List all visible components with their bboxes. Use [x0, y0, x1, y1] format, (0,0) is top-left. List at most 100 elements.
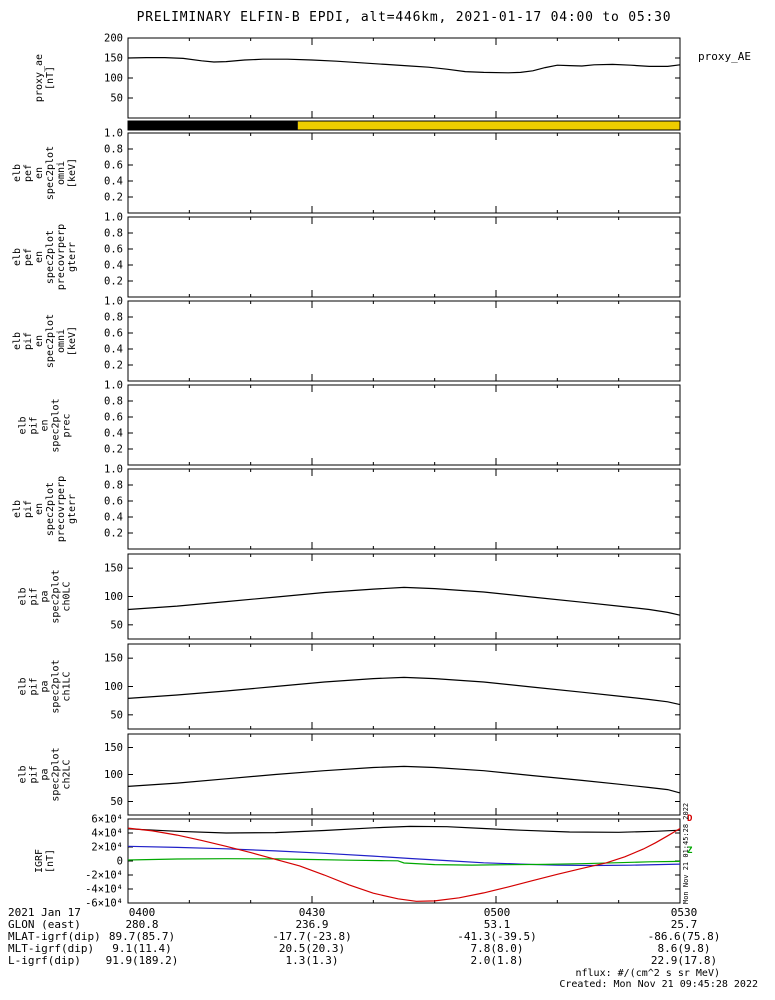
plot-timestamp-vertical: Mon Nov 21 01:45:28 2022 — [682, 802, 690, 904]
y-tick-label: 1.0 — [104, 212, 123, 224]
footer-row-label: 2021 Jan 17 — [8, 906, 81, 919]
panel-elb_pif_en_spec2plot_omni — [127, 300, 681, 382]
panel-elb_pif_en_spec2plot_precovrperp_gterr — [127, 468, 681, 550]
footer-cell: -17.7(-23.8) — [272, 930, 352, 943]
y-tick-label: 150 — [104, 563, 123, 575]
y-tick-label: 200 — [104, 33, 123, 45]
panel-elb_pif_pa_spec2plot_ch1LC — [127, 643, 681, 730]
y-tick-label: 1.0 — [104, 464, 123, 476]
series-igrf_btotal — [127, 825, 681, 834]
series-proxy_AE — [127, 56, 681, 74]
y-tick-label: 0.6 — [104, 412, 123, 424]
y-tick-label: 1.0 — [104, 380, 123, 392]
y-tick-label: 0.2 — [104, 276, 123, 288]
y-tick-label: 0.8 — [104, 144, 123, 156]
series-ch2LC — [127, 765, 681, 794]
y-tick-label: 50 — [110, 709, 123, 721]
footer-cell: 9.1(11.4) — [112, 942, 172, 955]
footer-cell: 22.9(17.8) — [650, 954, 718, 967]
units-note: nflux: #/(cm^2 s sr MeV) — [575, 968, 721, 979]
y-tick-label: 1.0 — [104, 128, 123, 140]
footer-row-mlt: MLT-igrf(dip) 9.1(11.4) 20.5(20.3) 7.8(8… — [0, 942, 775, 955]
series-ch1LC — [127, 676, 681, 706]
y-tick-label: 0.6 — [104, 244, 123, 256]
y-tick-label: 0.4 — [104, 512, 123, 524]
y-tick-label: -2×10⁴ — [85, 870, 123, 882]
footer-row-mlat: MLAT-igrf(dip) 89.7(85.7) -17.7(-23.8) -… — [0, 930, 775, 943]
y-tick-label: 0.8 — [104, 480, 123, 492]
footer-cell: 0530 — [670, 906, 698, 919]
footer-cell: 2.0(1.8) — [470, 954, 524, 967]
y-tick-label: 0.4 — [104, 260, 123, 272]
created-note: Created: Mon Nov 21 09:45:28 2022 — [559, 979, 758, 990]
footer-row-label: MLAT-igrf(dip) — [8, 930, 101, 943]
footer-row-label: MLT-igrf(dip) — [8, 942, 95, 955]
panel-proxy_ae — [127, 37, 681, 119]
plot-title: PRELIMINARY ELFIN-B EPDI, alt=446km, 202… — [136, 10, 672, 25]
y-tick-label: 0.2 — [104, 192, 123, 204]
y-tick-label: 50 — [110, 93, 123, 105]
y-tick-label: 4×10⁴ — [91, 828, 123, 840]
panel-elb_pef_en_spec2plot_precovrperp_gterr — [127, 216, 681, 298]
panel-elb_pif_pa_spec2plot_ch2LC — [127, 733, 681, 816]
footer-cell: 91.9(189.2) — [105, 954, 179, 967]
y-tick-label: 0 — [117, 856, 123, 868]
y-tick-label: 150 — [104, 53, 123, 65]
y-tick-label: 0.4 — [104, 176, 123, 188]
footer-cell: 53.1 — [483, 918, 511, 931]
proxy-ae-right-label: proxy_AE — [698, 50, 751, 63]
y-tick-label: 0.6 — [104, 160, 123, 172]
panel-elb_pif_pa_spec2plot_ch0LC — [127, 553, 681, 640]
footer-row-label: L-igrf(dip) — [8, 954, 81, 967]
footer-cell: 89.7(85.7) — [108, 930, 176, 943]
y-tick-label: 0.8 — [104, 228, 123, 240]
footer-table: 2021 Jan 17 0400 0430 0500 0530 GLON (ea… — [0, 906, 775, 967]
footer-cell: 0430 — [298, 906, 326, 919]
footer-cell: 7.8(8.0) — [470, 942, 524, 955]
series-ch0LC — [127, 586, 681, 616]
y-tick-label: -6×10⁴ — [85, 898, 123, 910]
y-tick-label: 0.2 — [104, 360, 123, 372]
series-igrf_b_blue — [127, 845, 681, 867]
footer-cell: 8.6(9.8) — [657, 942, 711, 955]
y-tick-label: 0.6 — [104, 328, 123, 340]
footer-cell: 0400 — [128, 906, 156, 919]
y-tick-label: 150 — [104, 742, 123, 754]
y-tick-label: 50 — [110, 619, 123, 631]
footer-row-lshell: L-igrf(dip) 91.9(189.2) 1.3(1.3) 2.0(1.8… — [0, 954, 775, 967]
y-tick-label: 6×10⁴ — [91, 814, 123, 826]
footer-cell: 20.5(20.3) — [278, 942, 346, 955]
y-tick-label: 2×10⁴ — [91, 842, 123, 854]
igrf-legend-d: D — [687, 814, 693, 824]
y-tick-label: 0.2 — [104, 444, 123, 456]
y-tick-label: 50 — [110, 796, 123, 808]
y-tick-label: 100 — [104, 591, 123, 603]
y-tick-label: 0.6 — [104, 496, 123, 508]
panel-elb_pif_en_spec2plot_prec — [127, 384, 681, 466]
footer-cell: 280.8 — [125, 918, 159, 931]
series-igrf_b_green — [127, 858, 681, 866]
footer-row-glon: GLON (east) 280.8 236.9 53.1 25.7 — [0, 918, 775, 931]
zone-bar-frame — [127, 120, 681, 131]
y-tick-label: 100 — [104, 769, 123, 781]
y-tick-label: 100 — [104, 73, 123, 85]
y-tick-label: 0.8 — [104, 396, 123, 408]
y-tick-label: 0.2 — [104, 528, 123, 540]
series-igrf_b_red — [127, 827, 681, 902]
y-tick-label: 0.8 — [104, 312, 123, 324]
zone-bar-segment — [128, 121, 298, 130]
igrf-legend-z: Z — [687, 846, 693, 856]
footer-cell: 0500 — [483, 906, 511, 919]
footer-cell: 1.3(1.3) — [285, 954, 339, 967]
footer-cell: 25.7 — [670, 918, 698, 931]
zone-bar-segment — [297, 121, 680, 130]
footer-cell: -86.6(75.8) — [647, 930, 721, 943]
y-tick-label: 100 — [104, 681, 123, 693]
panel-elb_pef_en_spec2plot_omni — [127, 132, 681, 214]
y-tick-label: -4×10⁴ — [85, 884, 123, 896]
footer-row-label: GLON (east) — [8, 918, 81, 931]
y-tick-label: 0.4 — [104, 428, 123, 440]
y-tick-label: 0.4 — [104, 344, 123, 356]
